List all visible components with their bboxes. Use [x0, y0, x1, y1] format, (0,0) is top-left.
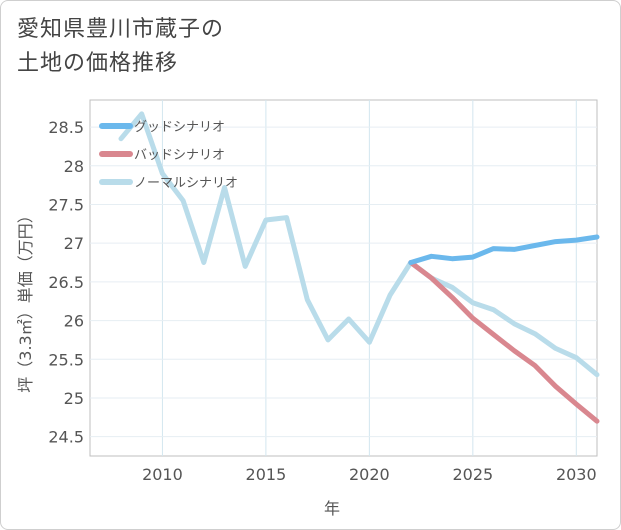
chart-title-line-1: 愛知県豊川市蔵子の	[17, 17, 225, 42]
series-line-0	[118, 111, 600, 378]
y-axis-label: 坪（3.3㎡）単価（万円）	[16, 207, 35, 392]
x-tick-label: 2015	[246, 465, 287, 484]
y-tick-label: 27	[64, 234, 84, 253]
x-tick-label: 2010	[142, 465, 183, 484]
plot-area	[89, 99, 598, 457]
x-axis-label: 年	[324, 499, 340, 518]
legend-label: グッドシナリオ	[134, 120, 225, 135]
y-tick-label: 26	[64, 312, 84, 331]
chart-title: 愛知県豊川市蔵子の 土地の価格推移	[17, 13, 437, 81]
x-tick-label: 2030	[556, 465, 597, 484]
series-line-2	[408, 234, 600, 265]
y-tick-label: 26.5	[48, 273, 84, 292]
legend-label: ノーマルシナリオ	[134, 176, 238, 191]
y-tick-label: 28	[64, 157, 84, 176]
chart-title-line-2: 土地の価格推移	[17, 51, 179, 76]
x-tick-label: 2025	[452, 465, 493, 484]
y-tick-label: 25	[64, 389, 84, 408]
y-tick-label: 27.5	[48, 195, 84, 214]
y-tick-label: 28.5	[48, 118, 84, 137]
y-gridlines	[90, 126, 597, 438]
x-tick-label: 2020	[349, 465, 390, 484]
legend-label: バッドシナリオ	[134, 148, 225, 163]
series-line-1	[408, 260, 600, 424]
y-tick-label: 25.5	[48, 350, 84, 369]
series-layer	[118, 111, 600, 424]
x-gridlines	[161, 100, 577, 456]
y-tick-labels: 24.5 25 25.5 26 26.5 27 27.5 28 28.5	[48, 118, 84, 447]
x-tick-labels: 2010 2015 2020 2025 2030	[142, 465, 597, 484]
y-tick-label: 24.5	[48, 428, 84, 447]
